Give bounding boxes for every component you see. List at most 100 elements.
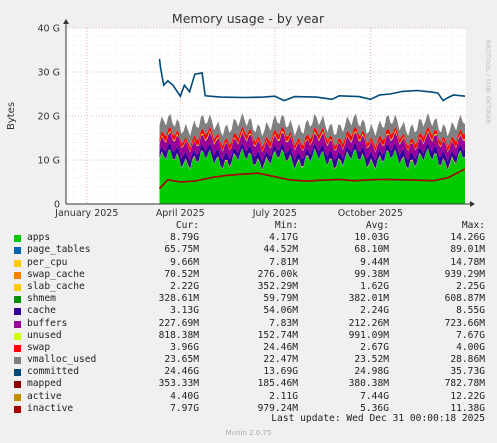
legend-max: 89.01M bbox=[450, 244, 485, 256]
legend-avg: 212.26M bbox=[348, 317, 389, 329]
legend-max: 14.26G bbox=[450, 232, 485, 244]
legend-min: 152.74M bbox=[257, 329, 298, 341]
legend-header-max: Max: bbox=[461, 220, 485, 231]
legend-cur: 70.52M bbox=[164, 268, 199, 280]
area-band-slab_cache bbox=[159, 142, 465, 170]
legend-swatch bbox=[14, 247, 21, 255]
series-lines bbox=[158, 58, 466, 190]
memory-chart: Memory usage - by year Bytes RRDTOOL / T… bbox=[0, 0, 497, 220]
legend-name: vmalloc_used bbox=[27, 354, 97, 366]
legend-min: 7.83M bbox=[269, 317, 298, 329]
legend-min: 2.11G bbox=[269, 390, 298, 402]
area-band-unused bbox=[159, 126, 465, 152]
legend-header-min: Min: bbox=[274, 220, 298, 231]
legend-cur: 65.75M bbox=[164, 244, 199, 256]
legend-avg: 382.01M bbox=[348, 293, 389, 305]
legend-name: page_tables bbox=[27, 244, 91, 256]
legend-cur: 353.33M bbox=[158, 378, 199, 390]
legend-name: swap bbox=[27, 341, 51, 353]
legend-cur: 8.79G bbox=[170, 232, 199, 244]
x-tick-label: October 2025 bbox=[338, 208, 403, 219]
rrdtool-credit: RRDTOOL / TOBI OETIKER bbox=[484, 40, 492, 124]
legend-min: 352.29M bbox=[257, 280, 298, 292]
legend-name: inactive bbox=[27, 402, 74, 414]
area-band-apps bbox=[159, 148, 465, 204]
legend-avg: 2.67G bbox=[360, 341, 389, 353]
legend-swatch bbox=[14, 283, 21, 291]
legend-max: 2.25G bbox=[456, 280, 485, 292]
legend-max: 8.55G bbox=[456, 305, 485, 317]
legend-min: 13.69G bbox=[263, 366, 298, 378]
legend-name: shmem bbox=[27, 293, 56, 305]
legend-row-per_cpu: per_cpu 9.66M 7.81M 9.44M 14.78M bbox=[0, 257, 497, 269]
legend-cur: 4.40G bbox=[170, 390, 199, 402]
legend-row-apps: apps 8.79G 4.17G 10.03G 14.26G bbox=[0, 232, 497, 244]
y-axis-label: Bytes bbox=[6, 102, 17, 130]
legend-max: 782.78M bbox=[444, 378, 485, 390]
legend-min: 22.47M bbox=[263, 354, 298, 366]
legend-header-cur: Cur: bbox=[175, 220, 199, 231]
legend-min: 54.06M bbox=[263, 305, 298, 317]
legend-swatch bbox=[14, 369, 21, 377]
legend-row-swap_cache: swap_cache 70.52M 276.00k 99.38M 939.29M bbox=[0, 269, 497, 281]
x-tick-label: July 2025 bbox=[252, 208, 297, 219]
legend-max: 14.78M bbox=[450, 256, 485, 268]
legend-name: unused bbox=[27, 329, 62, 341]
legend-min: 185.46M bbox=[257, 378, 298, 390]
legend-cur: 818.38M bbox=[158, 329, 199, 341]
legend-name: buffers bbox=[27, 317, 68, 329]
legend-swatch bbox=[14, 320, 21, 328]
legend-cur: 328.61M bbox=[158, 293, 199, 305]
legend-row-vmalloc_used: vmalloc_used 23.65M 22.47M 23.52M 28.86M bbox=[0, 354, 497, 366]
legend-min: 7.81M bbox=[269, 256, 298, 268]
x-axis-arrow bbox=[470, 201, 475, 207]
legend-avg: 9.44M bbox=[360, 256, 389, 268]
legend-row-page_tables: page_tables 65.75M 44.52M 68.10M 89.01M bbox=[0, 244, 497, 256]
legend-cur: 7.97G bbox=[170, 402, 199, 414]
legend-avg: 380.38M bbox=[348, 378, 389, 390]
legend-row-committed: committed 24.46G 13.69G 24.98G 35.73G bbox=[0, 366, 497, 378]
legend-cur: 23.65M bbox=[164, 354, 199, 366]
legend-name: mapped bbox=[27, 378, 62, 390]
legend-max: 28.86M bbox=[450, 354, 485, 366]
tick-labels: 0 10 G 20 G 30 G 40 G January 2025 April 2025 J… bbox=[38, 24, 404, 220]
legend-max: 11.38G bbox=[450, 402, 485, 414]
legend-row-cache: cache 3.13G 54.06M 2.24G 8.55G bbox=[0, 305, 497, 317]
legend-name: committed bbox=[27, 366, 79, 378]
y-axis-arrow bbox=[63, 19, 69, 24]
legend-min: 4.17G bbox=[269, 232, 298, 244]
x-tick-label: January 2025 bbox=[54, 208, 118, 219]
axes bbox=[63, 19, 475, 207]
legend-row-mapped: mapped 353.33M 185.46M 380.38M 782.78M bbox=[0, 378, 497, 390]
legend-swatch bbox=[14, 259, 21, 267]
y-tick-label: 10 G bbox=[38, 156, 60, 167]
area-band-buffers bbox=[159, 130, 465, 153]
legend-avg: 5.36G bbox=[360, 402, 389, 414]
legend-name: cache bbox=[27, 305, 56, 317]
legend-cur: 2.22G bbox=[170, 280, 199, 292]
legend-avg: 68.10M bbox=[354, 244, 389, 256]
x-tick-label: April 2025 bbox=[156, 208, 205, 219]
y-tick-label: 40 G bbox=[38, 24, 60, 35]
legend-name: active bbox=[27, 390, 62, 402]
legend-swatch bbox=[14, 393, 21, 401]
legend-swatch bbox=[14, 296, 21, 304]
legend-header: Cur: Min: Avg: Max: bbox=[0, 220, 497, 232]
legend-avg: 991.09M bbox=[348, 329, 389, 341]
legend-max: 35.73G bbox=[450, 366, 485, 378]
legend-swatch bbox=[14, 405, 21, 413]
legend-min: 59.79M bbox=[263, 293, 298, 305]
legend-avg: 7.44G bbox=[360, 390, 389, 402]
chart-title: Memory usage - by year bbox=[172, 11, 325, 26]
legend-max: 4.00G bbox=[456, 341, 485, 353]
y-tick-label: 0 bbox=[54, 200, 60, 211]
legend-row-inactive: inactive 7.97G 979.24M 5.36G 11.38G bbox=[0, 403, 497, 415]
legend-row-unused: unused 818.38M 152.74M 991.09M 7.67G bbox=[0, 330, 497, 342]
legend-max: 723.66M bbox=[444, 317, 485, 329]
legend-min: 276.00k bbox=[257, 268, 298, 280]
legend-max: 939.29M bbox=[444, 268, 485, 280]
y-tick-label: 20 G bbox=[38, 112, 60, 123]
legend-swatch bbox=[14, 344, 21, 352]
legend-row-shmem: shmem 328.61M 59.79M 382.01M 608.87M bbox=[0, 293, 497, 305]
last-update: Last update: Wed Dec 31 00:00:18 2025 bbox=[271, 413, 485, 424]
